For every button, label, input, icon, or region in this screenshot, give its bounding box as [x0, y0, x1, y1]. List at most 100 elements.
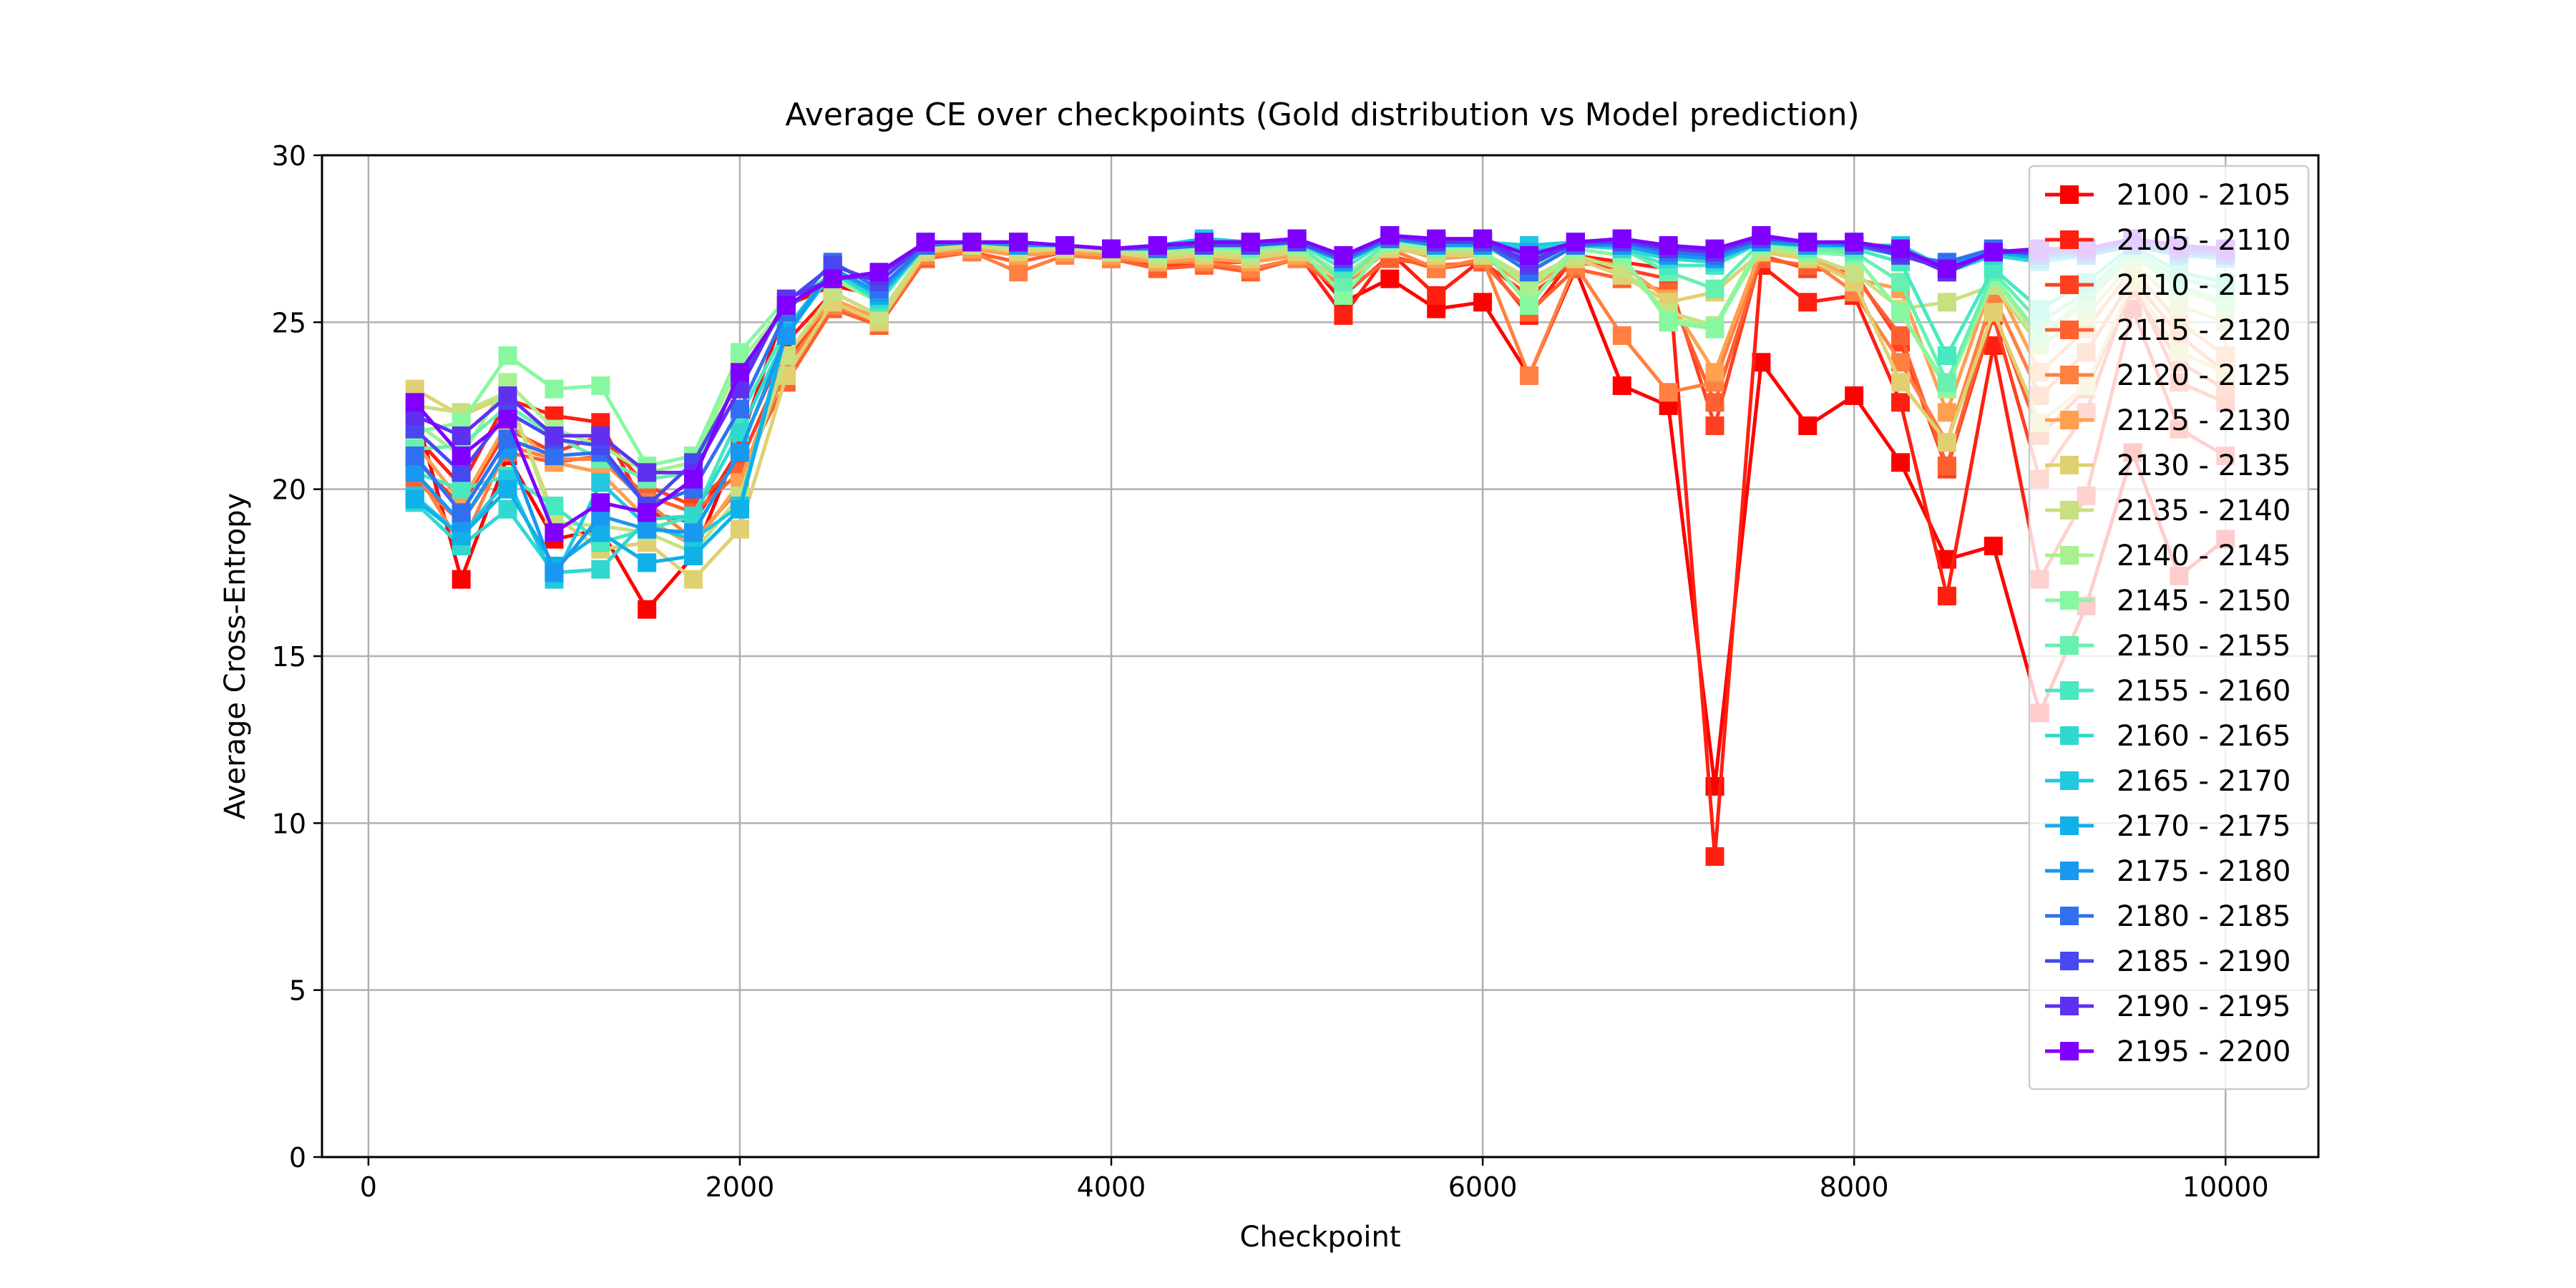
- y-tick-label: 10: [272, 808, 306, 839]
- data-point: [1937, 373, 1956, 392]
- data-point: [1891, 393, 1911, 412]
- data-point: [1937, 346, 1956, 365]
- data-point: [1705, 239, 1724, 258]
- data-point: [405, 463, 424, 482]
- legend-marker: [2060, 366, 2079, 384]
- data-point: [684, 570, 703, 589]
- legend-item: 2125 - 2130: [2045, 404, 2290, 437]
- data-point: [1798, 416, 1818, 435]
- data-point: [545, 497, 564, 515]
- legend-marker: [2060, 230, 2079, 249]
- legend-label: 2160 - 2165: [2117, 720, 2290, 753]
- legend-label: 2185 - 2190: [2117, 945, 2290, 978]
- data-point: [1612, 376, 1631, 395]
- y-tick-label: 25: [272, 307, 306, 338]
- data-point: [1937, 457, 1956, 475]
- data-point: [405, 393, 424, 412]
- legend-marker: [2060, 1042, 2079, 1060]
- series-line: [414, 240, 2227, 468]
- legend-item: 2155 - 2160: [2045, 675, 2290, 708]
- data-point: [591, 493, 610, 512]
- x-tick-label: 10000: [2182, 1171, 2269, 1203]
- y-tick-label: 5: [289, 975, 306, 1007]
- data-point: [684, 547, 703, 565]
- legend-item: 2160 - 2165: [2045, 720, 2290, 753]
- data-point: [684, 523, 703, 542]
- data-point: [1705, 279, 1724, 298]
- legend-marker: [2060, 862, 2079, 880]
- data-point: [452, 570, 471, 589]
- data-point: [1937, 587, 1956, 605]
- series-line: [414, 243, 2227, 582]
- data-point: [1705, 847, 1724, 866]
- data-point: [1055, 236, 1075, 255]
- data-point: [638, 463, 657, 482]
- x-tick-label: 0: [360, 1171, 377, 1203]
- legend-label: 2135 - 2140: [2117, 494, 2290, 527]
- legend-marker: [2060, 501, 2079, 519]
- data-point: [1659, 313, 1678, 332]
- data-point: [1891, 303, 1911, 322]
- legend-label: 2115 - 2120: [2117, 314, 2290, 347]
- data-point: [1612, 229, 1631, 248]
- data-point: [545, 447, 564, 465]
- legend-label: 2175 - 2180: [2117, 855, 2290, 888]
- legend-label: 2120 - 2125: [2117, 359, 2290, 392]
- data-point: [1845, 263, 1864, 282]
- series-2195-2200: [405, 226, 2235, 542]
- data-point: [1287, 229, 1307, 248]
- legend-item: 2130 - 2135: [2045, 449, 2290, 482]
- data-point: [1891, 453, 1911, 472]
- data-point: [776, 296, 796, 315]
- legend-item: 2175 - 2180: [2045, 855, 2290, 888]
- data-point: [916, 233, 935, 252]
- legend-item: 2180 - 2185: [2045, 900, 2290, 933]
- data-point: [730, 363, 749, 382]
- data-point: [1705, 363, 1724, 382]
- y-tick-label: 20: [272, 474, 306, 506]
- series-line: [414, 237, 2226, 545]
- legend-marker: [2060, 411, 2079, 429]
- y-tick-label: 15: [272, 641, 306, 673]
- legend-marker: [2060, 321, 2079, 339]
- data-point: [1519, 279, 1538, 298]
- data-point: [638, 503, 657, 522]
- legend-marker: [2060, 952, 2079, 970]
- data-point: [452, 463, 471, 482]
- data-point: [1334, 246, 1353, 265]
- data-point: [962, 233, 982, 252]
- data-point: [498, 479, 517, 499]
- legend-label: 2100 - 2105: [2117, 179, 2290, 212]
- legend-label: 2140 - 2145: [2117, 540, 2290, 572]
- chart-title: Average CE over checkpoints (Gold distri…: [785, 97, 1859, 133]
- legend-item: 2105 - 2110: [2045, 224, 2290, 257]
- data-point: [545, 426, 564, 445]
- legend-label: 2125 - 2130: [2117, 404, 2290, 437]
- data-point: [1984, 303, 2003, 322]
- data-point: [545, 563, 564, 582]
- data-point: [869, 263, 889, 282]
- data-point: [498, 346, 517, 365]
- legend-item: 2190 - 2195: [2045, 990, 2290, 1023]
- legend-marker: [2060, 771, 2079, 790]
- y-axis-label: Average Cross-Entropy: [219, 493, 252, 819]
- data-point: [1148, 236, 1167, 255]
- data-point: [1937, 259, 1956, 278]
- data-point: [1705, 416, 1724, 435]
- data-point: [1984, 537, 2003, 555]
- data-point: [1705, 319, 1724, 338]
- legend-item: 2165 - 2170: [2045, 765, 2290, 798]
- data-point: [1473, 293, 1493, 312]
- legend-item: 2170 - 2175: [2045, 810, 2290, 843]
- data-point: [1519, 296, 1538, 315]
- data-point: [1891, 373, 1911, 392]
- data-point: [452, 479, 471, 499]
- legend-label: 2150 - 2155: [2117, 630, 2290, 663]
- legend-marker: [2060, 546, 2079, 565]
- legend-item: 2185 - 2190: [2045, 945, 2290, 978]
- data-point: [1380, 226, 1400, 245]
- data-point: [1241, 233, 1260, 252]
- legend-marker: [2060, 636, 2079, 655]
- data-point: [1519, 246, 1538, 265]
